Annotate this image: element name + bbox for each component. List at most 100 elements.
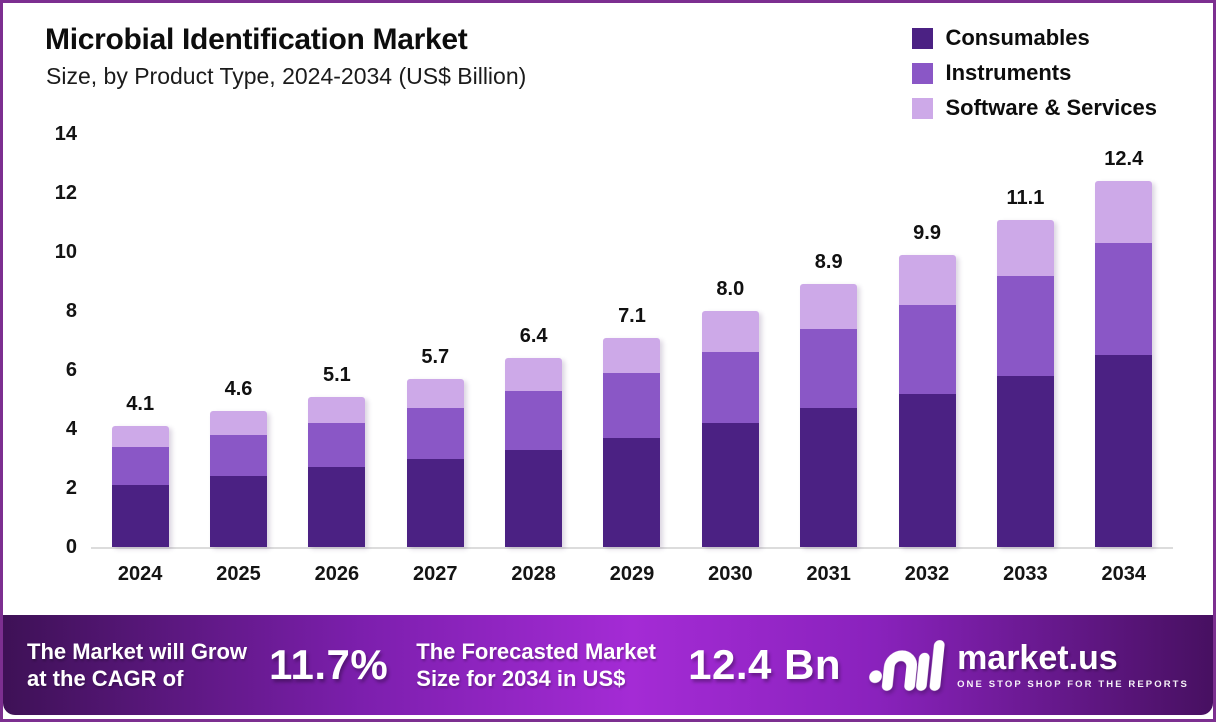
bar-segment-consumables (210, 476, 268, 547)
bar-segment-software-services (800, 284, 858, 329)
legend-label: Instruments (945, 60, 1072, 85)
bar-cell-2024: 4.1 (91, 136, 189, 547)
bar-cell-2031: 8.9 (780, 136, 878, 547)
bar-cell-2029: 7.1 (583, 136, 681, 547)
summary-banner: The Market will Grow at the CAGR of 11.7… (3, 615, 1213, 715)
bar-cell-2030: 8.0 (681, 136, 779, 547)
forecast-label: The Forecasted Market Size for 2034 in U… (416, 638, 656, 692)
logo-text: market.us (957, 638, 1118, 677)
chart-subtitle: Size, by Product Type, 2024-2034 (US$ Bi… (46, 63, 527, 89)
x-axis-labels: 2024 2025 2026 2027 2028 2029 2030 2031 2032 2033… (91, 563, 1173, 586)
x-axis-label-2028: 2028 (511, 563, 556, 585)
bar-segment-consumables (898, 393, 956, 547)
x-axis-label-2031: 2031 (806, 563, 851, 585)
bar-2031 (800, 284, 858, 547)
y-axis-tick-4: 4 (65, 418, 77, 440)
bar-cell-2025: 4.6 (189, 136, 287, 547)
bar-segment-instruments (800, 328, 858, 409)
bar-segment-software-services (210, 411, 268, 435)
legend-swatch (912, 27, 934, 49)
marketus-logo-icon (869, 640, 945, 691)
bar-segment-software-services (898, 254, 956, 306)
logo-wordmark: market.us ONE STOP SHOP FOR THE REPORTS (957, 641, 1189, 690)
bar-2025 (210, 411, 268, 547)
legend-label: Software & Services (945, 95, 1157, 120)
plot-area: 4.1 4.6 5.1 5.7 6.4 7.1 8.0 8.9 9.9 11.1 12.4 0 2 4 6… (55, 124, 1173, 557)
bars-container: 4.1 4.6 5.1 5.7 6.4 7.1 8.0 8.9 9.9 11.1 12.4 (91, 136, 1173, 547)
bar-cell-2027: 5.7 (386, 136, 484, 547)
bar-segment-instruments (308, 423, 366, 468)
cagr-label: The Market will Grow at the CAGR of (27, 638, 248, 692)
y-axis-tick-14: 14 (54, 123, 77, 145)
bar-segment-consumables (996, 375, 1054, 547)
bar-segment-software-services (111, 426, 169, 447)
x-axis-label-2029: 2029 (609, 563, 655, 585)
bar-segment-instruments (898, 305, 956, 394)
bar-cell-2033: 11.1 (976, 136, 1074, 547)
bar-segment-consumables (1095, 355, 1153, 547)
y-axis-tick-12: 12 (54, 182, 77, 204)
x-axis-label-2030: 2030 (708, 563, 753, 585)
bar-segment-instruments (505, 390, 563, 450)
legend-swatch (912, 97, 934, 119)
bar-segment-software-services (996, 219, 1054, 276)
bar-segment-software-services (1095, 181, 1153, 244)
bar-segment-consumables (701, 423, 759, 547)
bar-value-label-2027: 5.7 (421, 345, 450, 368)
bar-value-label-2025: 4.6 (224, 378, 253, 401)
bar-2032 (898, 254, 956, 547)
bar-2027 (406, 378, 464, 547)
bar-segment-software-services (701, 311, 759, 353)
bar-segment-instruments (1095, 243, 1153, 356)
x-axis-label-2024: 2024 (117, 563, 163, 585)
bar-segment-instruments (603, 372, 661, 438)
bar-segment-software-services (603, 337, 661, 373)
x-axis-label-2027: 2027 (413, 563, 458, 585)
bar-value-label-2024: 4.1 (126, 393, 155, 416)
legend-swatch (912, 62, 934, 84)
bar-value-label-2033: 11.1 (1006, 186, 1045, 209)
bar-segment-software-services (406, 378, 464, 409)
legend-item-1: Consumables (912, 25, 1157, 51)
bar-value-label-2032: 9.9 (913, 221, 941, 244)
bar-2033 (996, 219, 1054, 547)
y-axis-tick-8: 8 (65, 300, 77, 322)
y-axis-tick-10: 10 (54, 241, 77, 263)
x-axis-label-2032: 2032 (904, 563, 950, 585)
y-axis-tick-2: 2 (65, 477, 77, 499)
bar-segment-instruments (996, 275, 1054, 376)
x-axis-label-2033: 2033 (1003, 563, 1048, 585)
bar-segment-instruments (111, 446, 169, 486)
bar-segment-software-services (308, 396, 366, 424)
bar-value-label-2028: 6.4 (519, 325, 548, 348)
logo-tagline: ONE STOP SHOP FOR THE REPORTS (957, 678, 1189, 690)
bar-segment-consumables (505, 449, 563, 547)
y-axis-tick-6: 6 (65, 359, 77, 381)
bar-2030 (701, 311, 759, 547)
bar-value-label-2029: 7.1 (618, 304, 646, 327)
bar-cell-2032: 9.9 (878, 136, 976, 547)
bar-2028 (505, 358, 563, 547)
forecast-value: 12.4 Bn (688, 641, 842, 688)
marketus-logo[interactable]: market.us ONE STOP SHOP FOR THE REPORTS (869, 638, 1189, 692)
legend-item-2: Instruments (912, 60, 1157, 86)
bar-segment-consumables (603, 437, 661, 547)
bar-segment-instruments (406, 408, 464, 459)
bar-segment-consumables (308, 467, 366, 547)
x-axis-label-2025: 2025 (216, 563, 261, 585)
page-title: Microbial Identification Market (45, 23, 468, 56)
legend-item-3: Software & Services (912, 95, 1157, 121)
bar-value-label-2034: 12.4 (1104, 148, 1144, 171)
bar-segment-instruments (210, 434, 268, 477)
chart-area: Microbial Identification Market Size, by… (3, 3, 1213, 615)
bar-segment-consumables (800, 408, 858, 547)
bar-cell-2028: 6.4 (484, 136, 582, 547)
bar-2026 (308, 396, 366, 547)
x-axis-label-2026: 2026 (314, 563, 360, 585)
bar-segment-software-services (505, 358, 563, 391)
legend-label: Consumables (945, 25, 1090, 50)
bar-value-label-2030: 8.0 (716, 278, 745, 300)
bar-2029 (603, 337, 661, 547)
bar-2024 (111, 426, 169, 547)
